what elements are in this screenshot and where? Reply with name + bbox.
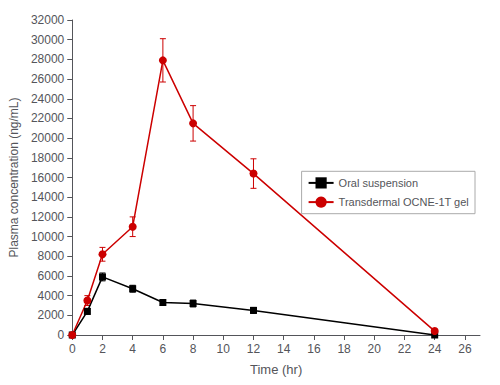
svg-text:Time (hr): Time (hr)	[250, 362, 302, 377]
svg-text:4000: 4000	[38, 289, 65, 303]
svg-text:10000: 10000	[31, 230, 65, 244]
svg-text:24: 24	[428, 342, 442, 356]
svg-text:12000: 12000	[31, 210, 65, 224]
svg-text:0: 0	[69, 342, 76, 356]
svg-text:26: 26	[458, 342, 472, 356]
svg-text:Plasma concentration (ng/mL): Plasma concentration (ng/mL)	[7, 97, 21, 257]
svg-text:2: 2	[99, 342, 106, 356]
svg-text:22000: 22000	[31, 111, 65, 125]
svg-text:24000: 24000	[31, 92, 65, 106]
svg-text:20000: 20000	[31, 131, 65, 145]
svg-text:18: 18	[337, 342, 351, 356]
svg-text:14000: 14000	[31, 190, 65, 204]
svg-text:16: 16	[307, 342, 321, 356]
svg-text:4: 4	[129, 342, 136, 356]
svg-text:14: 14	[277, 342, 291, 356]
svg-text:12: 12	[247, 342, 261, 356]
svg-text:20: 20	[368, 342, 382, 356]
svg-text:8000: 8000	[38, 249, 65, 263]
svg-text:0: 0	[58, 328, 65, 342]
svg-text:6: 6	[160, 342, 167, 356]
svg-text:32000: 32000	[31, 13, 65, 27]
svg-text:Oral suspension: Oral suspension	[339, 177, 419, 189]
svg-text:22: 22	[398, 342, 412, 356]
svg-text:6000: 6000	[38, 269, 65, 283]
svg-text:8: 8	[190, 342, 197, 356]
svg-text:2000: 2000	[38, 308, 65, 322]
svg-text:26000: 26000	[31, 72, 65, 86]
svg-text:28000: 28000	[31, 52, 65, 66]
svg-text:10: 10	[217, 342, 231, 356]
svg-text:18000: 18000	[31, 151, 65, 165]
svg-text:Transdermal OCNE-1T gel: Transdermal OCNE-1T gel	[339, 196, 469, 208]
svg-text:30000: 30000	[31, 33, 65, 47]
svg-text:16000: 16000	[31, 171, 65, 185]
